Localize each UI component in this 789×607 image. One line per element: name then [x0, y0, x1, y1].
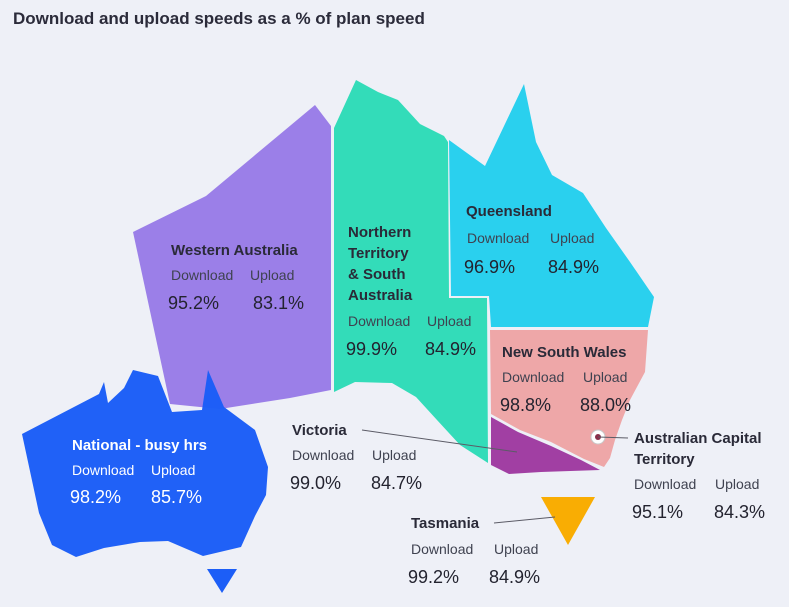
act-connector-line	[597, 436, 629, 439]
nt-upload-value: 84.9%	[425, 339, 477, 359]
region-label-national: National - busy hrs	[72, 435, 207, 456]
nsw-download-value: 98.8%	[500, 395, 552, 415]
upload-header: Upload	[151, 462, 196, 478]
download-header: Download	[411, 541, 474, 557]
chart-title: Download and upload speeds as a % of pla…	[13, 9, 425, 28]
region-label-northern-territory-south-australia: Northern Territory & South Australia	[348, 222, 412, 306]
qld-upload-value: 84.9%	[548, 257, 600, 277]
region-name-line: Australian Capital	[634, 430, 762, 447]
download-header: Download	[467, 230, 530, 246]
act-download-value: 95.1%	[632, 502, 684, 522]
download-header: Download	[634, 476, 697, 492]
region-name: National - busy hrs	[72, 437, 208, 454]
region-label-western-australia: Western Australia	[171, 240, 298, 261]
region-name-line: Northern	[348, 224, 412, 241]
region-label-queensland: Queensland	[466, 201, 552, 222]
region-name-line: Australia	[348, 287, 413, 304]
region-label-act: Australian Capital Territory	[634, 428, 762, 470]
download-header: Download	[348, 313, 411, 329]
region-label-new-south-wales: New South Wales	[502, 342, 626, 363]
map-region-western-australia[interactable]	[133, 105, 331, 409]
region-name: Western Australia	[171, 242, 298, 259]
map-region-tasmania[interactable]	[541, 497, 595, 545]
map-region-queensland[interactable]	[449, 84, 654, 327]
upload-header: Upload	[715, 476, 760, 492]
download-header: Download	[72, 462, 135, 478]
map-region-victoria[interactable]	[491, 417, 600, 474]
region-name: Queensland	[466, 203, 552, 220]
wa-download-value: 95.2%	[168, 293, 220, 313]
region-name: Victoria	[292, 422, 347, 439]
region-name-line: Territory	[348, 245, 409, 262]
upload-header: Upload	[583, 369, 628, 385]
tasmania-connector-line	[493, 516, 556, 524]
vic-upload-value: 84.7%	[371, 473, 423, 493]
national-upload-value: 85.7%	[151, 487, 203, 507]
qld-download-value: 96.9%	[464, 257, 516, 277]
map-national-triangle[interactable]	[207, 569, 237, 593]
upload-header: Upload	[372, 447, 417, 463]
download-header: Download	[502, 369, 565, 385]
nsw-upload-value: 88.0%	[580, 395, 632, 415]
map-region-new-south-wales[interactable]	[490, 330, 648, 467]
national-download-value: 98.2%	[70, 487, 122, 507]
map-national-shape[interactable]	[22, 370, 268, 557]
map-region-northern-territory-south-australia[interactable]	[334, 80, 488, 463]
region-name-line: Territory	[634, 451, 695, 468]
upload-header: Upload	[494, 541, 539, 557]
upload-header: Upload	[427, 313, 472, 329]
nt-download-value: 99.9%	[346, 339, 398, 359]
region-label-tasmania: Tasmania	[411, 513, 479, 534]
vic-download-value: 99.0%	[290, 473, 342, 493]
wa-upload-value: 83.1%	[253, 293, 305, 313]
upload-header: Upload	[250, 267, 295, 283]
region-label-victoria: Victoria	[292, 420, 347, 441]
download-header: Download	[171, 267, 234, 283]
tas-download-value: 99.2%	[408, 567, 460, 587]
victoria-connector-line	[361, 429, 518, 453]
region-name: New South Wales	[502, 344, 627, 361]
region-name-line: & South	[348, 266, 406, 283]
download-header: Download	[292, 447, 355, 463]
region-name: Tasmania	[411, 515, 480, 532]
act-upload-value: 84.3%	[714, 502, 766, 522]
tas-upload-value: 84.9%	[489, 567, 541, 587]
upload-header: Upload	[550, 230, 595, 246]
